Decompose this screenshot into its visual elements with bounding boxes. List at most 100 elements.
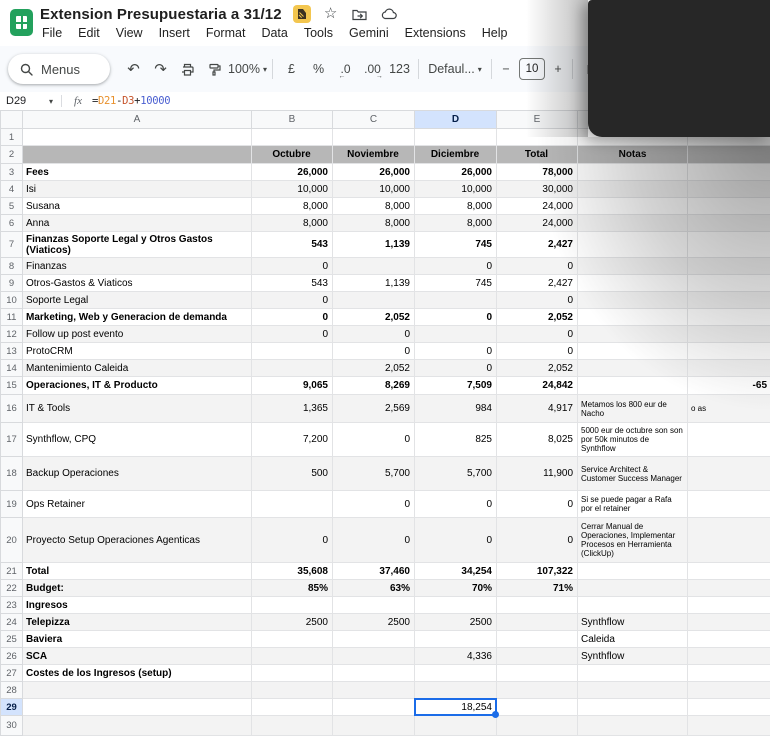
font-size-input[interactable]: 10 — [519, 58, 545, 80]
cell-B12[interactable]: 0 — [252, 326, 333, 343]
cell-F29[interactable] — [578, 699, 688, 716]
row-header-5[interactable]: 5 — [1, 198, 23, 215]
cell-C17[interactable]: 0 — [333, 423, 415, 457]
cell-C19[interactable]: 0 — [333, 491, 415, 518]
cell-F12[interactable] — [578, 326, 688, 343]
cell-E24[interactable] — [497, 614, 578, 631]
cell-E6[interactable]: 24,000 — [497, 215, 578, 232]
cell-D16[interactable]: 984 — [415, 395, 497, 423]
cell-E16[interactable]: 4,917 — [497, 395, 578, 423]
cell-B10[interactable]: 0 — [252, 292, 333, 309]
cell-G14[interactable] — [688, 360, 770, 377]
cell-A11[interactable]: Marketing, Web y Generacion de demanda — [23, 309, 252, 326]
row-header-18[interactable]: 18 — [1, 457, 23, 491]
cell-E10[interactable]: 0 — [497, 292, 578, 309]
cell-G5[interactable] — [688, 198, 770, 215]
cell-B24[interactable]: 2500 — [252, 614, 333, 631]
cell-E11[interactable]: 2,052 — [497, 309, 578, 326]
cell-F18[interactable]: Service Architect & Customer Success Man… — [578, 457, 688, 491]
column-header-C[interactable]: C — [333, 111, 415, 129]
cell-D25[interactable] — [415, 631, 497, 648]
cell-G3[interactable] — [688, 164, 770, 181]
row-header-9[interactable]: 9 — [1, 275, 23, 292]
cell-A12[interactable]: Follow up post evento — [23, 326, 252, 343]
menu-edit[interactable]: Edit — [70, 25, 108, 41]
cell-A25[interactable]: Baviera — [23, 631, 252, 648]
cell-B9[interactable]: 543 — [252, 275, 333, 292]
cell-E7[interactable]: 2,427 — [497, 232, 578, 258]
cell-A6[interactable]: Anna — [23, 215, 252, 232]
cell-A10[interactable]: Soporte Legal — [23, 292, 252, 309]
cell-D1[interactable] — [415, 129, 497, 146]
cell-B7[interactable]: 543 — [252, 232, 333, 258]
cell-B19[interactable] — [252, 491, 333, 518]
row-header-20[interactable]: 20 — [1, 518, 23, 563]
cell-F13[interactable] — [578, 343, 688, 360]
cell-A23[interactable]: Ingresos — [23, 597, 252, 614]
row-header-3[interactable]: 3 — [1, 164, 23, 181]
cell-D4[interactable]: 10,000 — [415, 181, 497, 198]
row-header-29[interactable]: 29 — [1, 699, 23, 716]
cell-B1[interactable] — [252, 129, 333, 146]
cell-C22[interactable]: 63% — [333, 580, 415, 597]
cell-D14[interactable]: 0 — [415, 360, 497, 377]
cell-F28[interactable] — [578, 682, 688, 699]
cell-F17[interactable]: 5000 eur de octubre son son por 50k minu… — [578, 423, 688, 457]
cell-F22[interactable] — [578, 580, 688, 597]
cell-F3[interactable] — [578, 164, 688, 181]
cell-B27[interactable] — [252, 665, 333, 682]
menu-gemini[interactable]: Gemini — [341, 25, 397, 41]
cell-C29[interactable] — [333, 699, 415, 716]
cell-A8[interactable]: Finanzas — [23, 258, 252, 275]
cell-A16[interactable]: IT & Tools — [23, 395, 252, 423]
row-header-8[interactable]: 8 — [1, 258, 23, 275]
cell-D9[interactable]: 745 — [415, 275, 497, 292]
cell-B28[interactable] — [252, 682, 333, 699]
cell-E4[interactable]: 30,000 — [497, 181, 578, 198]
cell-E18[interactable]: 11,900 — [497, 457, 578, 491]
cloud-status-icon[interactable] — [380, 5, 398, 23]
cell-B16[interactable]: 1,365 — [252, 395, 333, 423]
cell-F7[interactable] — [578, 232, 688, 258]
cell-C18[interactable]: 5,700 — [333, 457, 415, 491]
cell-D10[interactable] — [415, 292, 497, 309]
cell-C26[interactable] — [333, 648, 415, 665]
cell-F23[interactable] — [578, 597, 688, 614]
cell-G27[interactable] — [688, 665, 770, 682]
cell-D19[interactable]: 0 — [415, 491, 497, 518]
row-header-10[interactable]: 10 — [1, 292, 23, 309]
cell-A30[interactable] — [23, 716, 252, 736]
menu-help[interactable]: Help — [474, 25, 516, 41]
cell-G30[interactable] — [688, 716, 770, 736]
cell-A27[interactable]: Costes de los Ingresos (setup) — [23, 665, 252, 682]
row-header-6[interactable]: 6 — [1, 215, 23, 232]
print-button[interactable] — [174, 56, 201, 82]
cell-B14[interactable] — [252, 360, 333, 377]
cell-G29[interactable] — [688, 699, 770, 716]
cell-D29[interactable]: 18,254 — [415, 699, 497, 716]
cell-D5[interactable]: 8,000 — [415, 198, 497, 215]
menu-file[interactable]: File — [34, 25, 70, 41]
cell-G18[interactable] — [688, 457, 770, 491]
font-family-select[interactable]: Defaul...▾ — [424, 56, 486, 82]
cell-B26[interactable] — [252, 648, 333, 665]
cell-reference-box[interactable]: D29 — [0, 95, 46, 107]
cell-D12[interactable] — [415, 326, 497, 343]
cell-D20[interactable]: 0 — [415, 518, 497, 563]
cell-F26[interactable]: Synthflow — [578, 648, 688, 665]
cell-E2[interactable]: Total — [497, 146, 578, 164]
cell-B6[interactable]: 8,000 — [252, 215, 333, 232]
cell-A5[interactable]: Susana — [23, 198, 252, 215]
cell-G23[interactable] — [688, 597, 770, 614]
cell-D22[interactable]: 70% — [415, 580, 497, 597]
menu-extensions[interactable]: Extensions — [397, 25, 474, 41]
cell-A18[interactable]: Backup Operaciones — [23, 457, 252, 491]
cell-A13[interactable]: ProtoCRM — [23, 343, 252, 360]
row-header-1[interactable]: 1 — [1, 129, 23, 146]
cell-B21[interactable]: 35,608 — [252, 563, 333, 580]
cell-E25[interactable] — [497, 631, 578, 648]
cell-C8[interactable] — [333, 258, 415, 275]
cell-D11[interactable]: 0 — [415, 309, 497, 326]
cell-C28[interactable] — [333, 682, 415, 699]
cell-A19[interactable]: Ops Retainer — [23, 491, 252, 518]
